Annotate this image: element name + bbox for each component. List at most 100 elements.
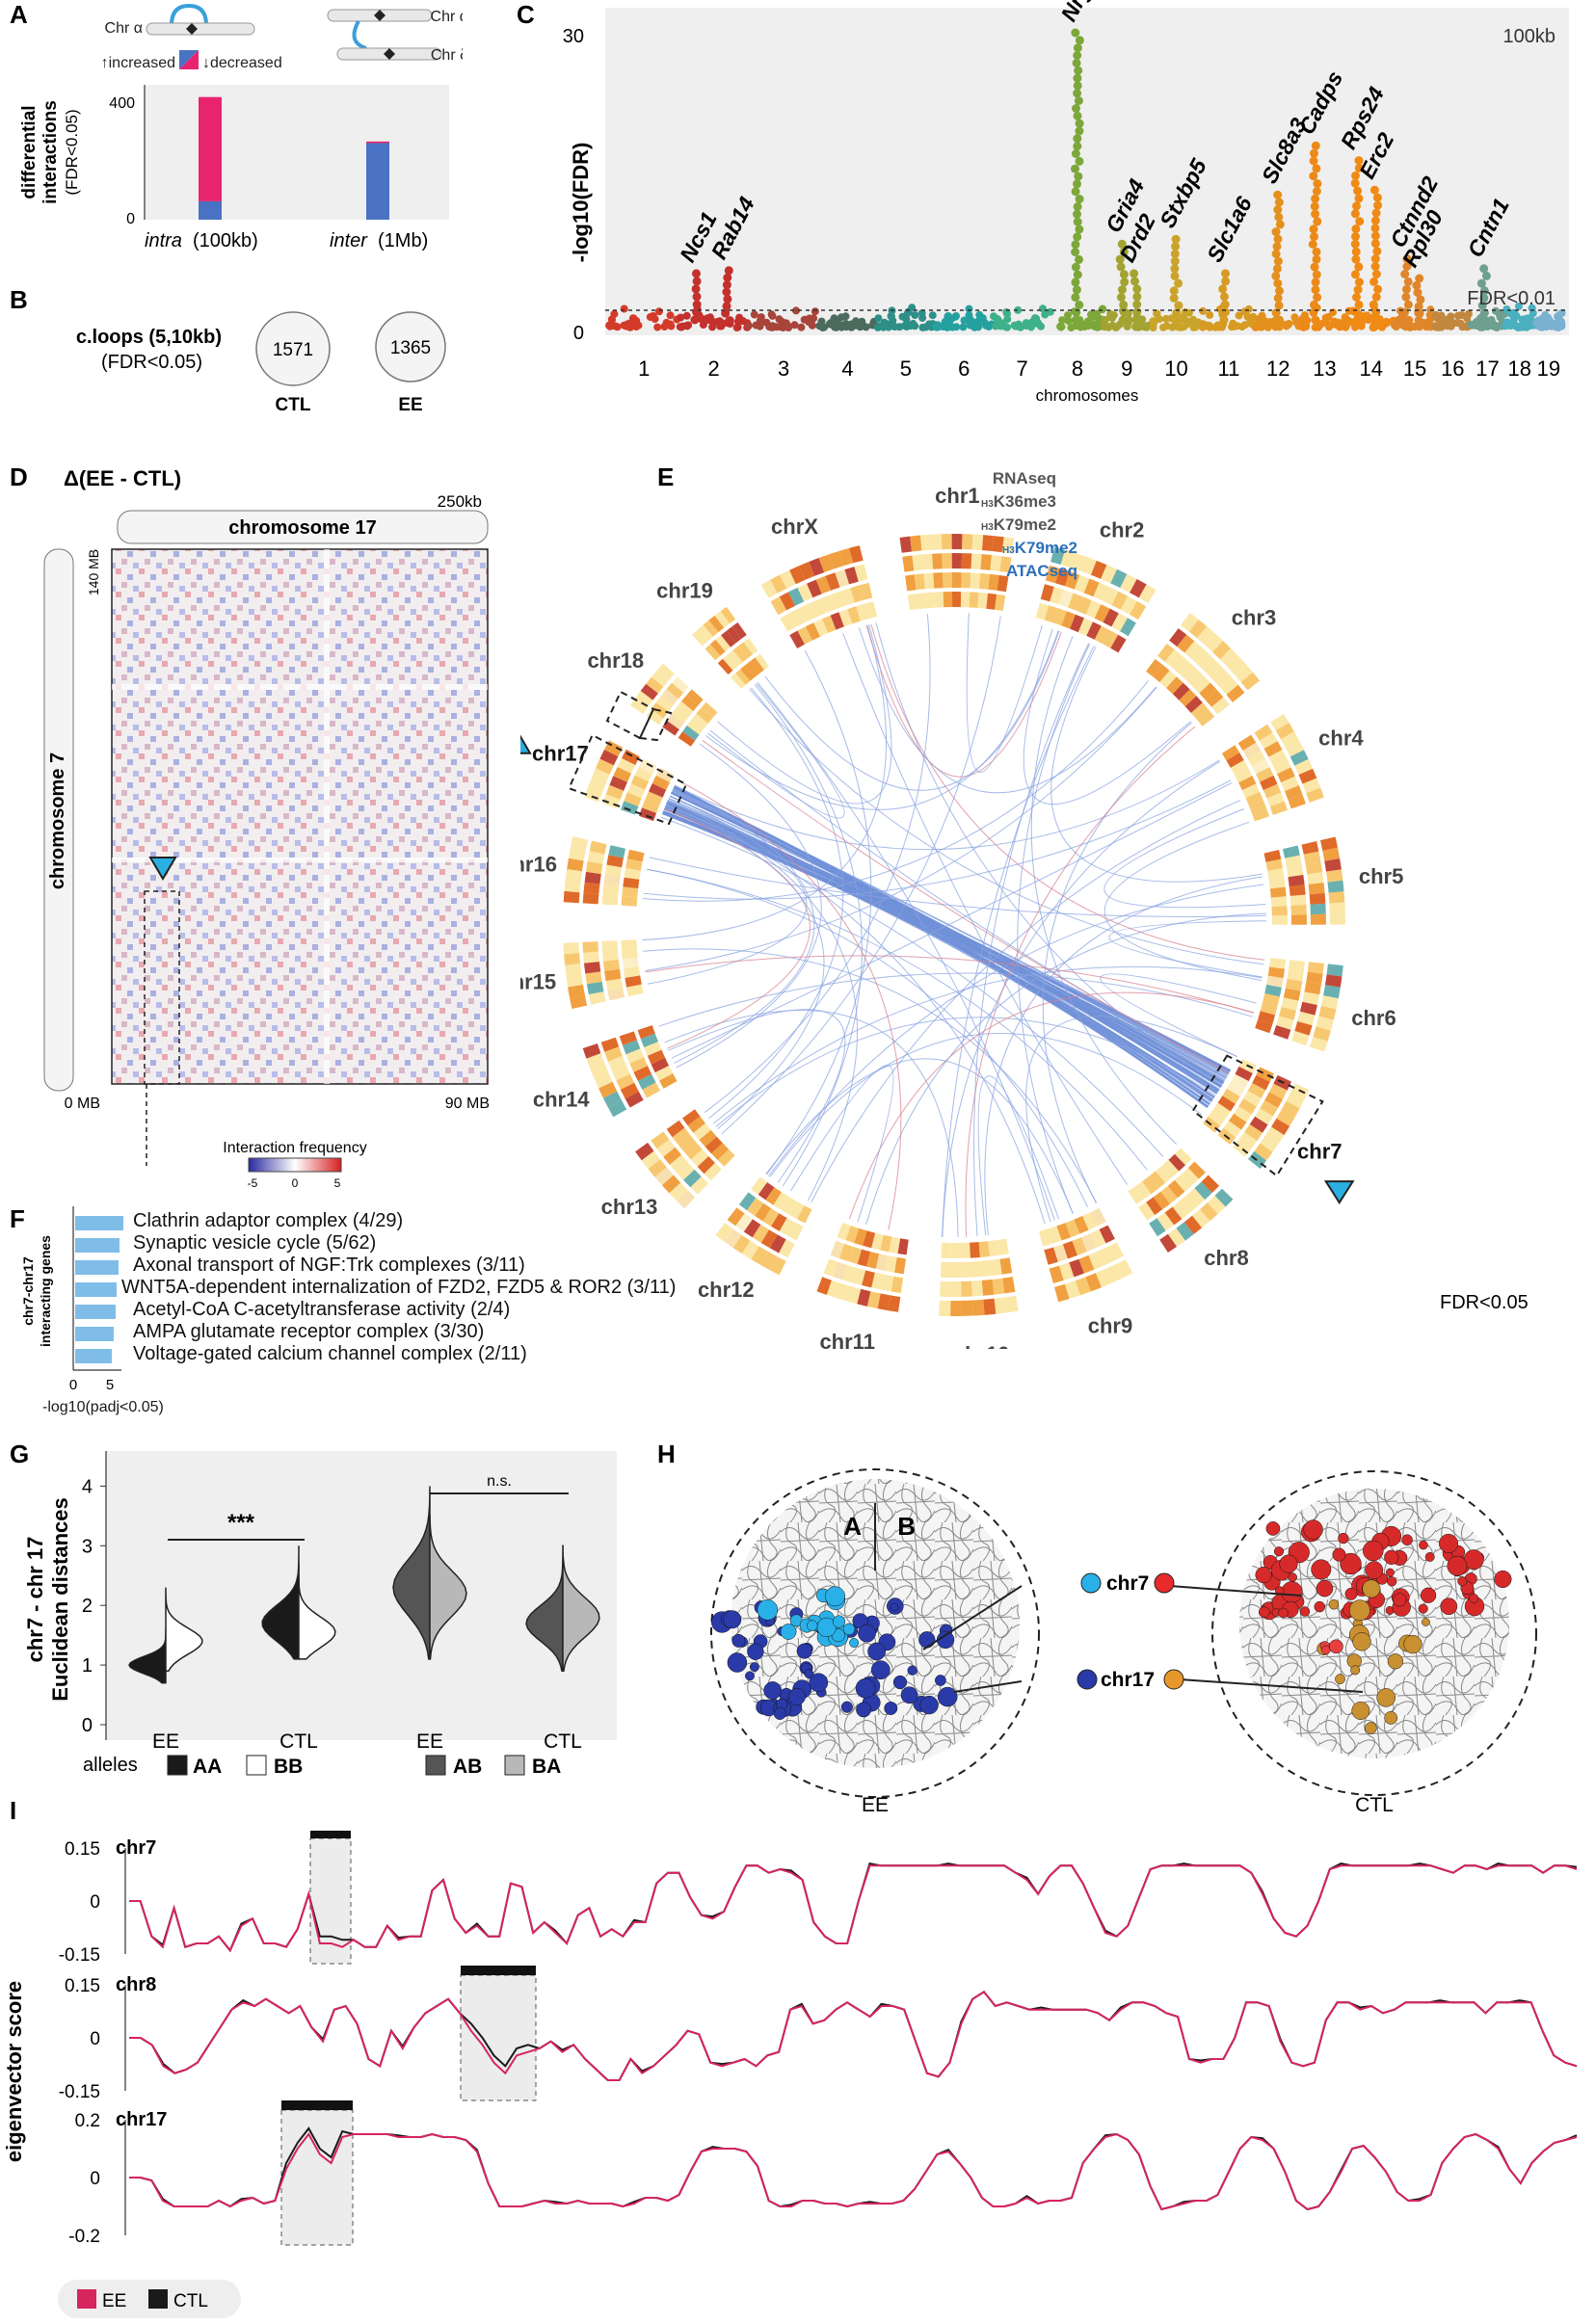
ctl-chr7-bead: [1419, 1540, 1428, 1550]
track-segment-chr2: [1094, 604, 1110, 622]
chrom-label-chr18: chr18: [587, 648, 644, 673]
point-chr16: [1437, 311, 1446, 320]
peak-point-Erc2: [1369, 300, 1378, 309]
intra-loop-arc: [170, 3, 208, 26]
peak-point-Rpl30: [1413, 288, 1422, 298]
ctl-label: CTL: [276, 395, 311, 415]
peak-point-Nrg1: [1073, 43, 1082, 53]
ctl-chr7-bead: [1420, 1587, 1437, 1603]
ctl-chr17-bead: [1365, 1722, 1377, 1734]
xtick-chr9: 9: [1121, 357, 1132, 381]
track-segment-chr14: [594, 1072, 613, 1089]
track-segment-chr7: [1252, 1074, 1270, 1091]
track-segment-chr1: [999, 556, 1012, 573]
peak-point-Nrg1: [1073, 142, 1082, 151]
peak-point-Stxbp5: [1171, 315, 1181, 325]
chrom-label-chr10: chr10: [953, 1342, 1010, 1349]
chrom-label-chr1: chr1: [935, 484, 979, 508]
peak-point-Erc2: [1370, 224, 1380, 233]
ee-chr17-bead: [773, 1707, 786, 1720]
track-segment-chr2: [1077, 596, 1092, 615]
panel-b-label-1: c.loops (5,10kb): [76, 327, 222, 348]
link-chr6-chr15: [645, 955, 1255, 1014]
track-segment-chr14: [633, 1066, 652, 1081]
track-segment-chrX: [818, 554, 835, 573]
panel-f-xtick-5: 5: [106, 1377, 114, 1393]
peak-point-Nrg1: [1071, 248, 1080, 256]
peak-point-Rps24: [1352, 315, 1362, 325]
track-segment-chr3: [1179, 662, 1197, 680]
track-segment-chr13: [641, 1150, 660, 1170]
panel-a-ylabel-1: differential: [19, 105, 40, 198]
point-chr12: [1258, 311, 1266, 320]
track-segment-chr7: [1249, 1116, 1268, 1133]
peak-point-Slc8a3: [1274, 212, 1284, 222]
track-segment-chr15: [566, 974, 583, 988]
panel-f-ylabel-2: interacting genes: [38, 1235, 53, 1347]
peak-point-Nrg1: [1075, 119, 1084, 128]
track-segment-chrX: [805, 601, 821, 620]
track-segment-chr18: [635, 691, 653, 707]
track-segment-chr4: [1270, 714, 1289, 731]
track-segment-chr5: [1301, 841, 1319, 855]
panel-e-chrom-labels: chr1 chr2 chr3 chr4 chr5 chr6 chr7 chr8 chr9 chr1…: [520, 484, 1403, 1349]
track-segment-chr13: [677, 1190, 696, 1209]
track-segment-chr1: [952, 591, 962, 608]
track-segment-chr18: [672, 676, 689, 693]
track-segment-chr9: [1105, 1264, 1123, 1283]
track-segment-chr1: [979, 573, 990, 590]
track-segment-chr10: [972, 1299, 985, 1316]
track-segment-chr16: [586, 861, 603, 875]
track-segment-chr13: [648, 1159, 667, 1177]
go-bar: [75, 1238, 120, 1253]
track-segment-chr2: [1050, 587, 1064, 605]
track-segment-chr3: [1153, 664, 1170, 683]
track-segment-chr16: [589, 840, 607, 855]
track-segment-chr7: [1238, 1131, 1258, 1149]
link-chr2-chr3: [1023, 628, 1191, 805]
track-segment-chr11: [875, 1254, 889, 1271]
chr17-highlight-box-2: [638, 707, 673, 742]
track-segment-chr8: [1149, 1218, 1166, 1237]
track-segment-chr17: [591, 768, 610, 784]
track-segment-chr8: [1174, 1174, 1192, 1192]
track-segment-chr1: [941, 534, 952, 550]
peak-point-Rps24: [1351, 254, 1361, 264]
track-segment-chr19: [726, 626, 742, 644]
point-chr3: [775, 323, 784, 331]
track-segment-chr4: [1263, 783, 1282, 799]
track-segment-chr3: [1205, 633, 1224, 652]
track-segment-chr4: [1268, 750, 1288, 766]
track-segment-chr18: [640, 683, 658, 700]
track-segment-chr17: [621, 801, 639, 815]
chrom-label-chr2: chr2: [1100, 517, 1144, 541]
violin-AB-2: [392, 1486, 431, 1660]
peak-point-Erc2: [1372, 247, 1382, 256]
track-segment-chr12: [743, 1219, 761, 1238]
point-chr19: [1554, 312, 1562, 321]
track-segment-chr14: [647, 1049, 666, 1065]
track-label-chr17: chr17: [116, 2109, 167, 2130]
peak-point-Cadps: [1310, 148, 1318, 158]
ee-chr17-bead: [907, 1665, 917, 1676]
track-segment-chr9: [1054, 1283, 1070, 1303]
track-segment-chr16: [601, 894, 619, 906]
track-segment-chr4: [1226, 753, 1244, 768]
track-segment-chr5: [1270, 896, 1288, 907]
ee-chr17-bead: [935, 1675, 946, 1686]
track-segment-chr9: [1049, 1265, 1064, 1283]
track-segment-chr10: [997, 1238, 1009, 1255]
ee-chr17-bead: [745, 1671, 755, 1681]
point-chr11: [1199, 306, 1208, 315]
track-segment-chr13: [690, 1176, 708, 1195]
chrom-label-chr6: chr6: [1351, 1006, 1396, 1030]
ctl-chr7-bead: [1265, 1521, 1281, 1536]
track-segment-chr15: [605, 978, 624, 991]
peak-point-Slc1a6: [1219, 315, 1229, 325]
track-segment-chr3: [1196, 709, 1215, 726]
track-segment-chr2: [1111, 613, 1128, 632]
point-chr18: [1512, 311, 1521, 320]
link-chr6-chr5: [1108, 920, 1267, 978]
panel-g-sig-right: n.s.: [487, 1473, 512, 1490]
track-segment-chr7: [1226, 1081, 1245, 1097]
